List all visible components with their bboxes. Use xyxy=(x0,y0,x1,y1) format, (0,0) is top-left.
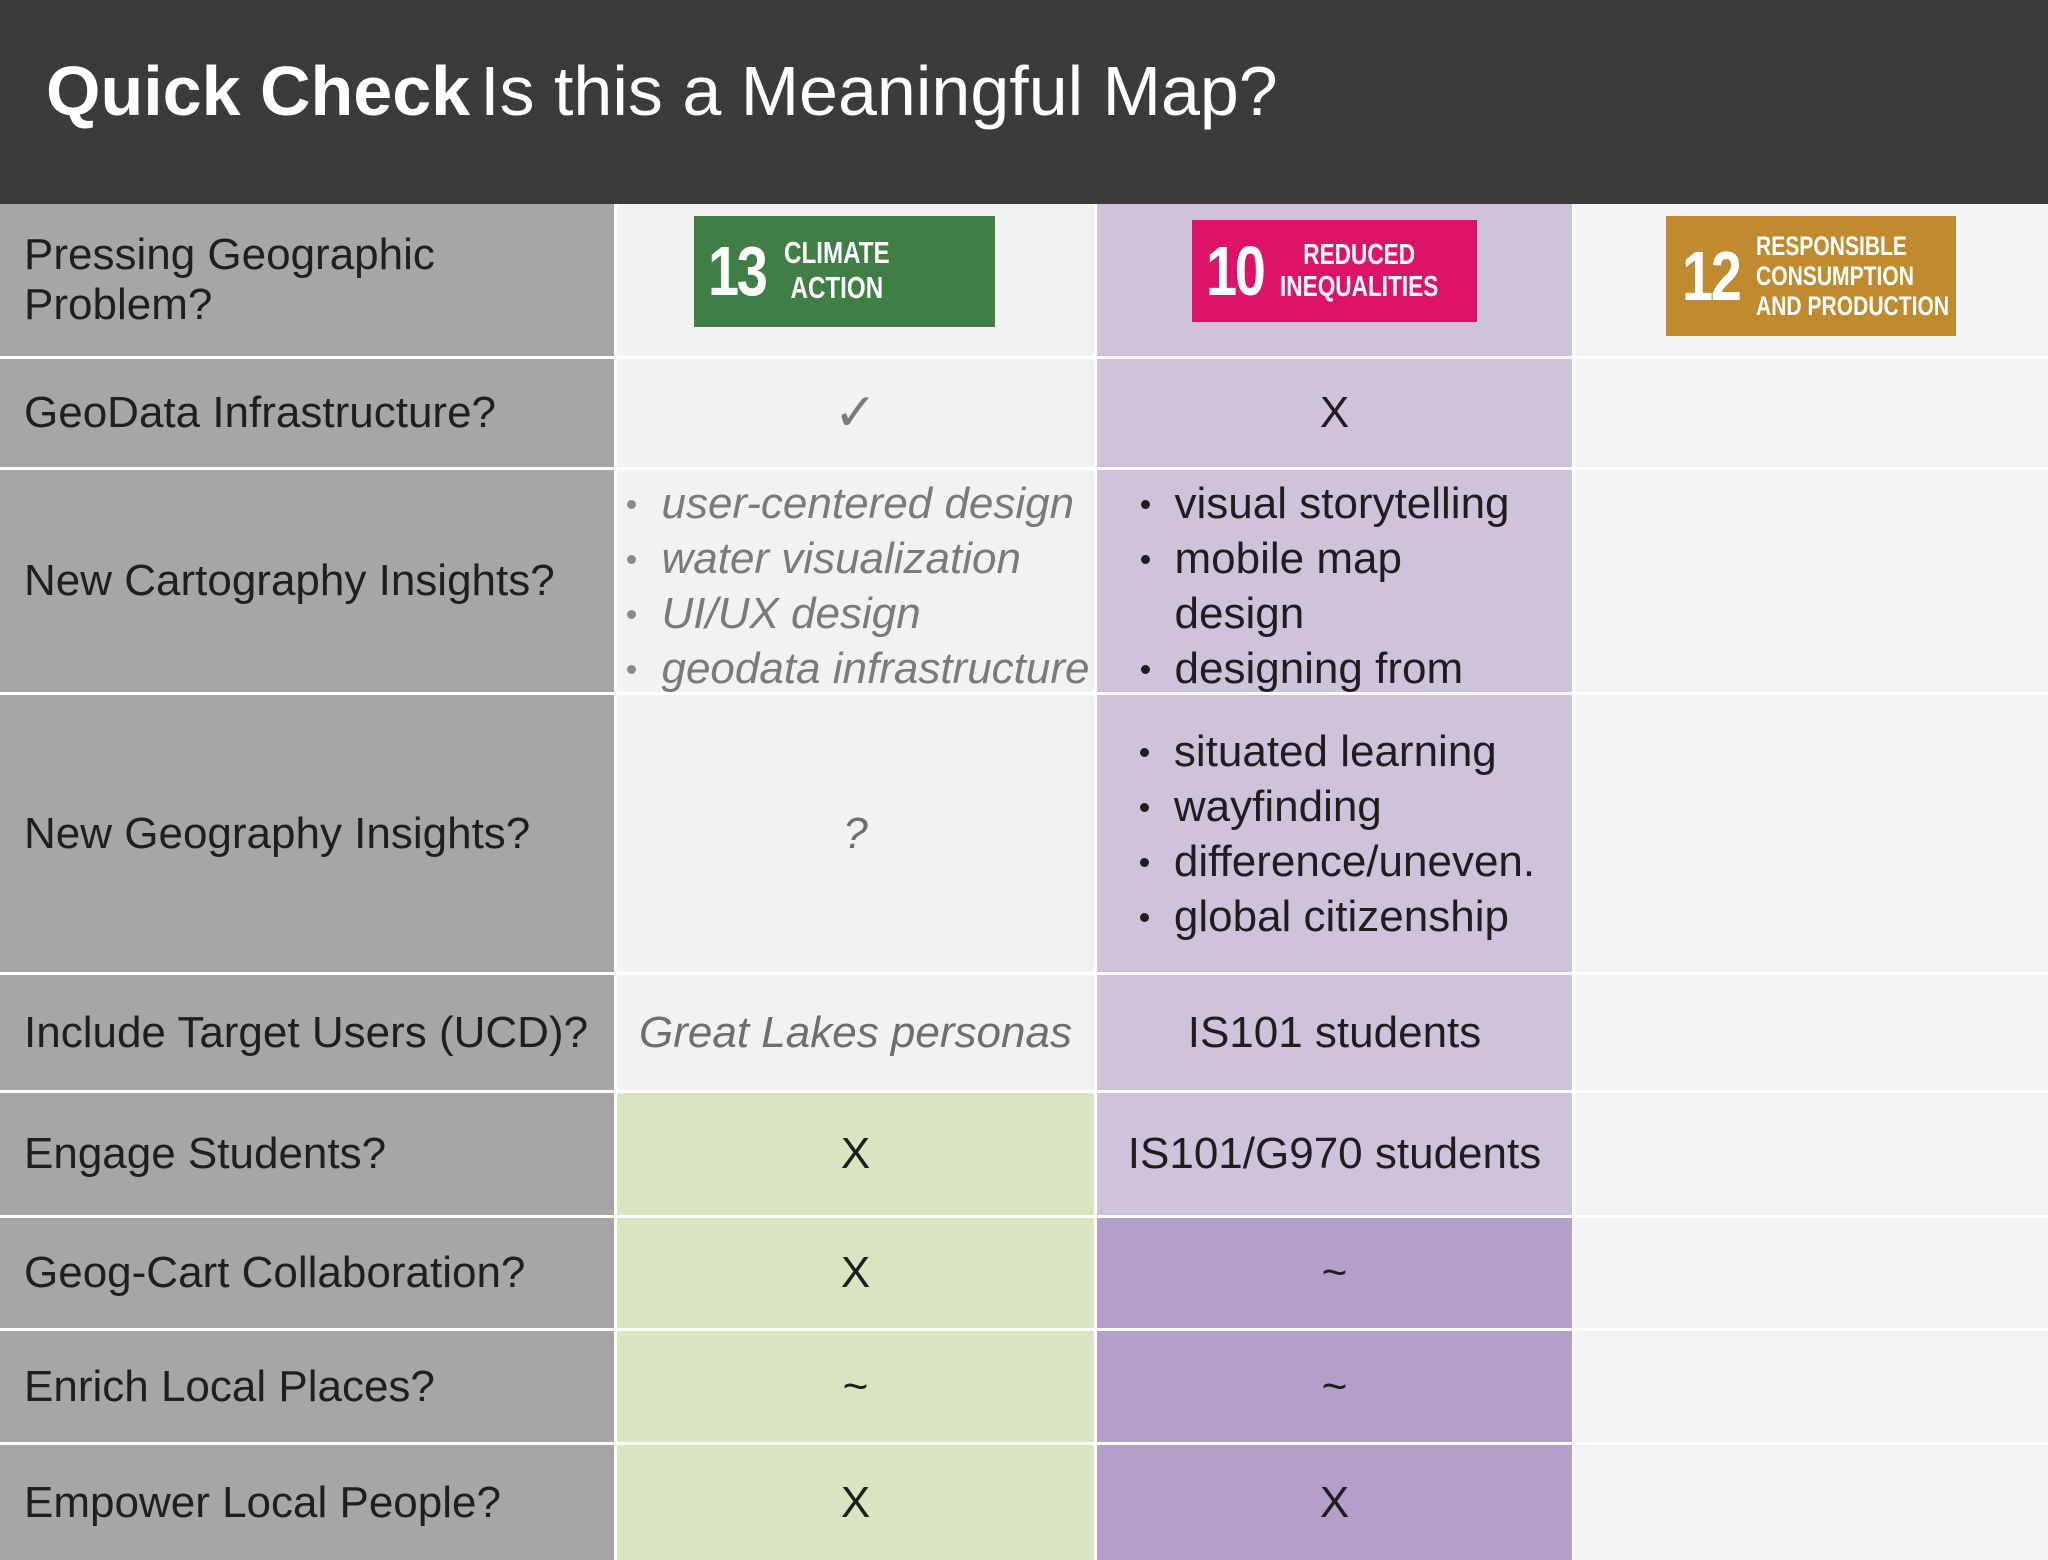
list-item: water visualization xyxy=(621,531,1089,586)
row-label: Enrich Local Places? xyxy=(0,1331,614,1442)
sdg-number: 12 xyxy=(1682,237,1742,315)
slide-header: Quick Check Is this a Meaningful Map? xyxy=(0,0,2048,204)
cell-value: Great Lakes personas xyxy=(617,975,1094,1090)
sdg-line: AND PRODUCTION xyxy=(1756,291,1950,322)
checkmark-icon: ✓ xyxy=(617,359,1094,467)
sdg-13-badge: 13 CLIMATE ACTION xyxy=(694,215,995,327)
bullet-list: situated learning wayfinding difference/… xyxy=(1134,724,1535,944)
cell-value: X xyxy=(617,1218,1094,1328)
list-item: UI/UX design xyxy=(621,586,1089,641)
row-label: Include Target Users (UCD)? xyxy=(0,975,614,1090)
cell-climate-action-badge: 13 CLIMATE ACTION xyxy=(617,204,1094,356)
list-item: designing from the margin xyxy=(1135,641,1535,692)
sdg-number: 13 xyxy=(708,232,768,310)
list-item: geodata infrastructure xyxy=(621,641,1090,692)
cell-empty xyxy=(1575,1093,2048,1215)
sdg-text: RESPONSIBLE CONSUMPTION AND PRODUCTION xyxy=(1756,231,1949,322)
slide-title: Quick Check Is this a Meaningful Map? xyxy=(46,56,1278,126)
list-item: wayfinding xyxy=(1134,779,1535,834)
bullet-list: user-centered design water visualization… xyxy=(621,476,1090,692)
cell-empty xyxy=(1575,1445,2048,1560)
list-item: situated learning xyxy=(1134,724,1535,779)
sdg-10-badge: 10 REDUCED INEQUALITIES xyxy=(1192,220,1477,322)
cell-value: ? xyxy=(617,695,1094,972)
list-item: global citizenship xyxy=(1134,889,1535,944)
title-bold: Quick Check xyxy=(46,52,471,130)
cell-list: user-centered design water visualization… xyxy=(617,470,1094,692)
cell-value: IS101/G970 students xyxy=(1097,1093,1572,1215)
sdg-12-badge: 12 RESPONSIBLE CONSUMPTION AND PRODUCTIO… xyxy=(1666,216,1956,336)
bullet-list: visual storytelling mobile map design de… xyxy=(1135,476,1535,692)
row-label: New Cartography Insights? xyxy=(0,470,614,692)
sdg-line: CLIMATE xyxy=(784,235,890,271)
sdg-text: REDUCED INEQUALITIES xyxy=(1280,239,1438,304)
list-item: difference/uneven. xyxy=(1134,834,1535,889)
sdg-text: CLIMATE ACTION xyxy=(784,235,890,305)
cell-value: X xyxy=(617,1445,1094,1560)
cell-empty xyxy=(1575,695,2048,972)
cell-reduced-inequalities-badge: 10 REDUCED INEQUALITIES xyxy=(1097,204,1572,356)
row-label: Pressing Geographic Problem? xyxy=(0,204,614,356)
sdg-line: INEQUALITIES xyxy=(1280,271,1439,303)
cell-value: ~ xyxy=(1097,1218,1572,1328)
cell-list: visual storytelling mobile map design de… xyxy=(1097,470,1572,692)
cell-value: ~ xyxy=(1097,1331,1572,1442)
cell-value: X xyxy=(617,1093,1094,1215)
list-item: visual storytelling xyxy=(1135,476,1535,531)
cell-empty xyxy=(1575,1218,2048,1328)
list-item: user-centered design xyxy=(621,476,1089,531)
sdg-number: 10 xyxy=(1206,232,1266,310)
cell-value: X xyxy=(1097,359,1572,467)
sdg-line: ACTION xyxy=(790,270,884,305)
cell-empty xyxy=(1575,359,2048,467)
sdg-line: REDUCED xyxy=(1303,238,1416,271)
title-rest: Is this a Meaningful Map? xyxy=(480,52,1278,130)
row-label: GeoData Infrastructure? xyxy=(0,359,614,467)
cell-empty xyxy=(1575,975,2048,1090)
sdg-line: RESPONSIBLE xyxy=(1756,230,1907,261)
row-label: Empower Local People? xyxy=(0,1445,614,1560)
cell-responsible-consumption-badge: 12 RESPONSIBLE CONSUMPTION AND PRODUCTIO… xyxy=(1575,204,2048,356)
comparison-table: Pressing Geographic Problem? 13 CLIMATE … xyxy=(0,204,2048,1560)
cell-value: X xyxy=(1097,1445,1572,1560)
row-label: New Geography Insights? xyxy=(0,695,614,972)
sdg-line: CONSUMPTION xyxy=(1756,260,1914,291)
cell-value: IS101 students xyxy=(1097,975,1572,1090)
cell-empty xyxy=(1575,1331,2048,1442)
cell-empty xyxy=(1575,470,2048,692)
cell-value: ~ xyxy=(617,1331,1094,1442)
cell-list: situated learning wayfinding difference/… xyxy=(1097,695,1572,972)
row-label: Engage Students? xyxy=(0,1093,614,1215)
row-label: Geog-Cart Collaboration? xyxy=(0,1218,614,1328)
list-item: mobile map design xyxy=(1135,531,1535,641)
